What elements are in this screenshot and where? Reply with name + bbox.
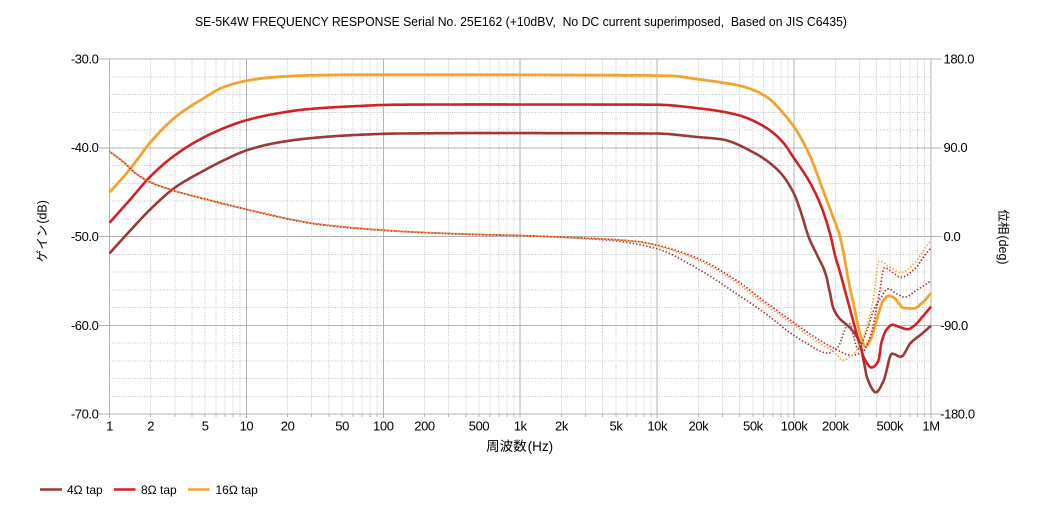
- svg-text:2k: 2k: [555, 419, 569, 434]
- svg-text:-40.0: -40.0: [71, 140, 99, 155]
- svg-text:-50.0: -50.0: [71, 229, 99, 244]
- svg-text:-90.0: -90.0: [940, 318, 968, 333]
- svg-text:100k: 100k: [781, 419, 808, 434]
- svg-text:4Ω tap: 4Ω tap: [67, 483, 103, 497]
- svg-text:500: 500: [469, 419, 490, 434]
- svg-text:(Hz): (Hz): [528, 439, 554, 454]
- svg-text:90.0: 90.0: [944, 140, 968, 155]
- svg-text:20: 20: [281, 419, 295, 434]
- svg-text:500k: 500k: [877, 419, 904, 434]
- svg-text:10k: 10k: [647, 419, 668, 434]
- svg-text:100: 100: [373, 419, 394, 434]
- svg-text:-180.0: -180.0: [940, 407, 975, 422]
- svg-text:16Ω tap: 16Ω tap: [216, 483, 259, 497]
- svg-text:-60.0: -60.0: [71, 318, 99, 333]
- svg-text:2: 2: [147, 419, 154, 434]
- svg-text:50k: 50k: [743, 419, 764, 434]
- svg-text:1M: 1M: [922, 419, 939, 434]
- svg-text:SE-5K4W FREQUENCY RESPONSE Ser: SE-5K4W FREQUENCY RESPONSE Serial No. 25…: [195, 14, 847, 29]
- svg-text:20k: 20k: [689, 419, 710, 434]
- svg-text:200k: 200k: [822, 419, 849, 434]
- svg-text:50: 50: [335, 419, 349, 434]
- svg-text:200: 200: [414, 419, 435, 434]
- svg-text:-30.0: -30.0: [71, 52, 99, 67]
- svg-text:0.0: 0.0: [944, 229, 961, 244]
- svg-text:-70.0: -70.0: [71, 407, 99, 422]
- svg-text:1: 1: [106, 419, 113, 434]
- svg-text:8Ω tap: 8Ω tap: [141, 483, 177, 497]
- svg-text:180.0: 180.0: [944, 52, 975, 67]
- svg-text:10: 10: [240, 419, 254, 434]
- svg-text:5: 5: [202, 419, 209, 434]
- svg-text:(dB): (dB): [36, 200, 50, 224]
- svg-text:5k: 5k: [610, 419, 624, 434]
- svg-text:1k: 1k: [514, 419, 528, 434]
- svg-text:(deg): (deg): [996, 235, 1010, 264]
